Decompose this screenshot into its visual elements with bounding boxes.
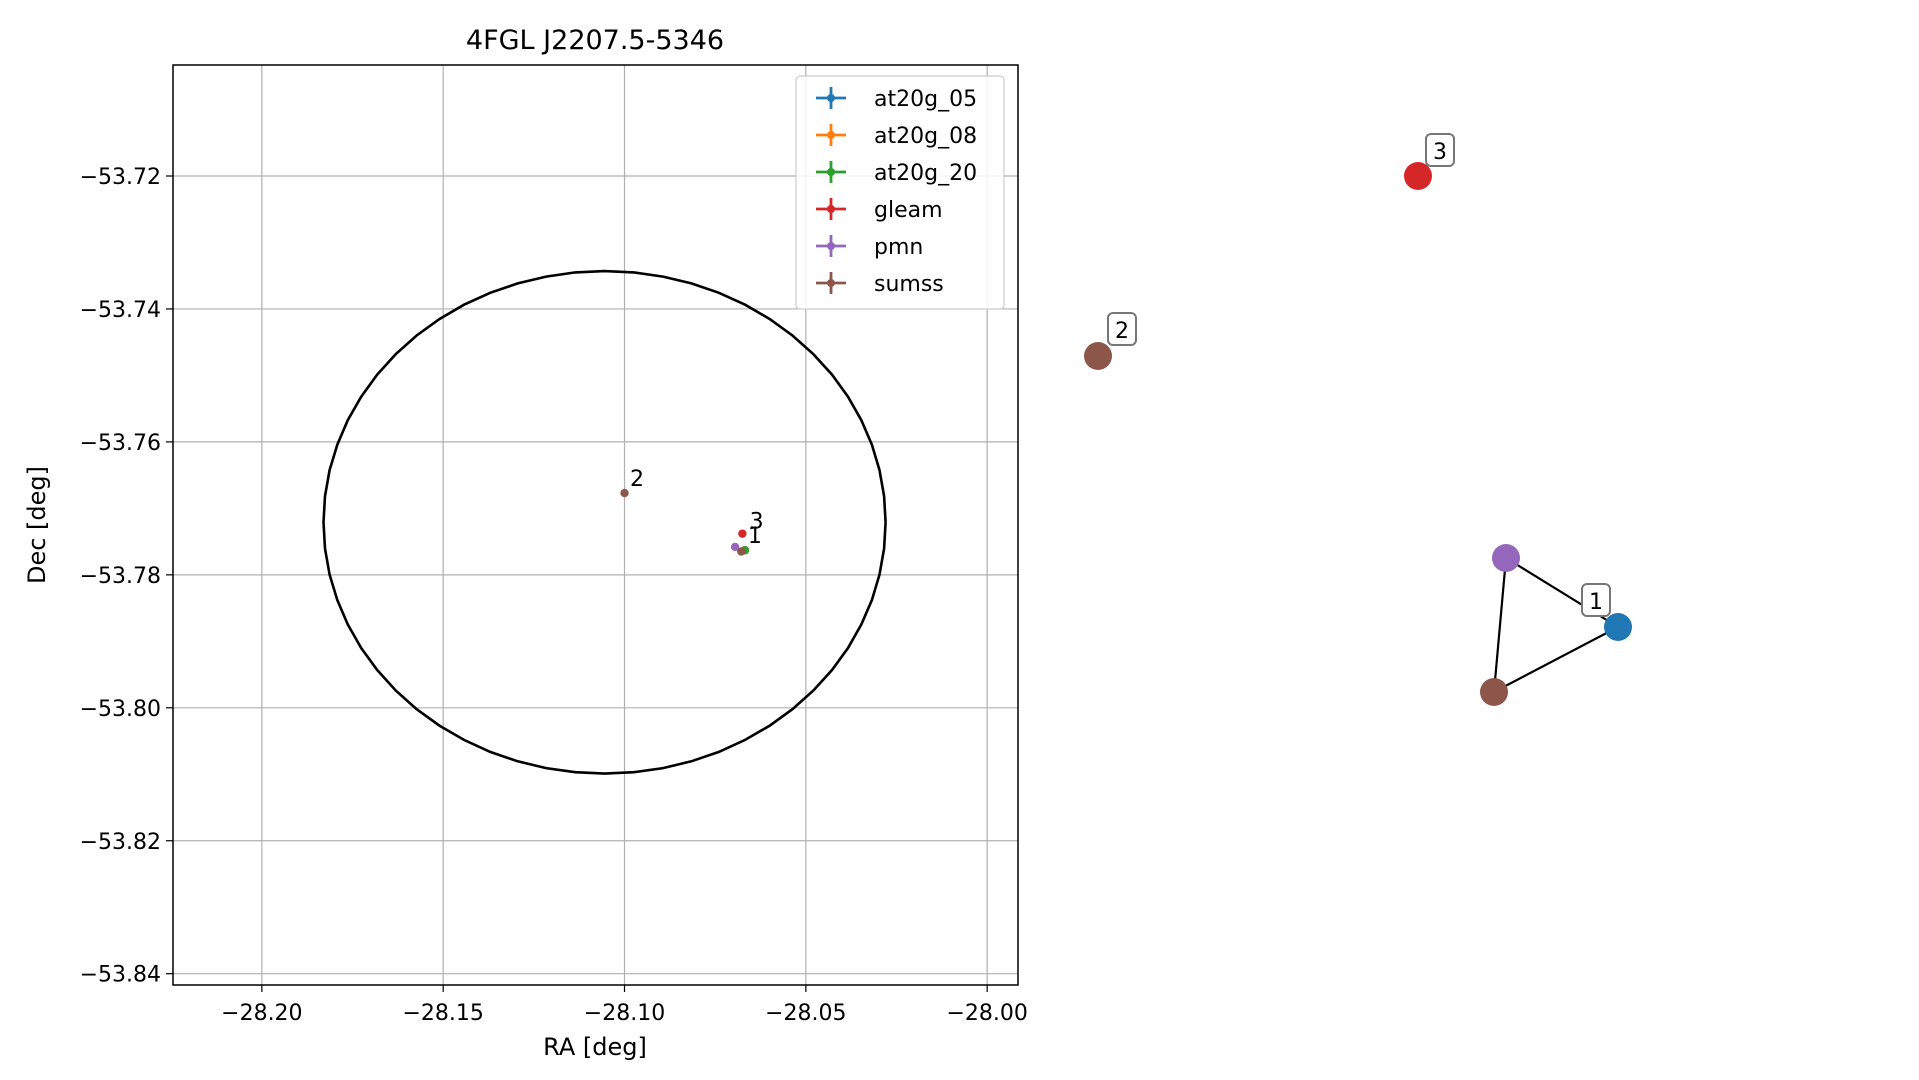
- y-tick-label: −53.80: [80, 697, 161, 722]
- graph-label-box: [1581, 583, 1611, 617]
- y-tick-label: −53.74: [80, 298, 161, 323]
- graph-node-sumss: [1084, 342, 1112, 370]
- legend-marker-at20g_08: [827, 131, 835, 139]
- legend-marker-at20g_20: [827, 168, 835, 176]
- y-tick-label: −53.76: [80, 431, 161, 456]
- y-tick-label: −53.78: [80, 564, 161, 589]
- legend-label-gleam: gleam: [874, 198, 943, 223]
- point-pmn: [730, 542, 740, 552]
- association-graph: 1 2 3: [1084, 133, 1632, 706]
- legend-label-at20g_05: at20g_05: [874, 87, 977, 112]
- x-axis-label: RA [deg]: [543, 1033, 647, 1061]
- point-sumss: [620, 488, 629, 498]
- plot-frame: [172, 64, 1019, 986]
- legend-label-at20g_20: at20g_20: [874, 161, 977, 186]
- plot-annotations: 1 2 3: [630, 467, 764, 549]
- y-tick-label: −53.82: [80, 830, 161, 855]
- graph-node-at20g_05: [1604, 613, 1632, 641]
- y-tick-label: −53.72: [80, 165, 161, 190]
- x-tick-label: −28.15: [402, 1001, 483, 1026]
- point-sumss: [737, 547, 746, 556]
- x-tick-label: −28.20: [221, 1001, 302, 1026]
- sky-plot: 1 2 3 −28.20 −28.15 −28.10 −28.05 −28.00 −53.72…: [23, 25, 1028, 1061]
- point-annotation: 1: [748, 524, 762, 549]
- graph-node-gleam: [1404, 162, 1432, 190]
- plot-marks: [620, 488, 750, 556]
- graph-label-box: [1425, 133, 1455, 167]
- point-annotation: 3: [750, 509, 764, 534]
- graph-node-pmn: [1492, 544, 1520, 572]
- x-tick-label: −28.05: [765, 1001, 846, 1026]
- legend-label-pmn: pmn: [874, 235, 923, 260]
- graph-edge: [1493, 626, 1619, 693]
- legend-box: [795, 75, 1005, 310]
- legend-marker-sumss: [827, 279, 835, 287]
- legend-marker-pmn: [827, 242, 835, 250]
- graph-label-box: [1107, 312, 1137, 346]
- uncertainty-ellipse-path: [322, 269, 887, 775]
- graph-label: 2: [1115, 319, 1129, 344]
- plot-grid: [173, 65, 1018, 985]
- graph-label: 1: [1589, 590, 1603, 615]
- graph-node-sumss: [1480, 678, 1508, 706]
- graph-edge: [1492, 557, 1508, 693]
- graph-label: 3: [1433, 140, 1447, 165]
- legend-label-sumss: sumss: [874, 272, 944, 297]
- point-annotation: 2: [630, 467, 644, 492]
- x-tick-label: −28.00: [946, 1001, 1027, 1026]
- x-tick-label: −28.10: [584, 1001, 665, 1026]
- chart-title: 4FGL J2207.5-5346: [466, 25, 724, 56]
- legend-label-at20g_08: at20g_08: [874, 124, 977, 149]
- y-axis-label: Dec [deg]: [23, 466, 51, 584]
- legend-marker-gleam: [827, 205, 835, 213]
- plot-ticks: −28.20 −28.15 −28.10 −28.05 −28.00 −53.72 −53.…: [80, 165, 1028, 1026]
- y-tick-label: −53.84: [80, 963, 161, 988]
- point-gleam: [738, 529, 747, 538]
- uncertainty-ellipse: [322, 269, 887, 775]
- legend-marker-at20g_05: [827, 94, 835, 102]
